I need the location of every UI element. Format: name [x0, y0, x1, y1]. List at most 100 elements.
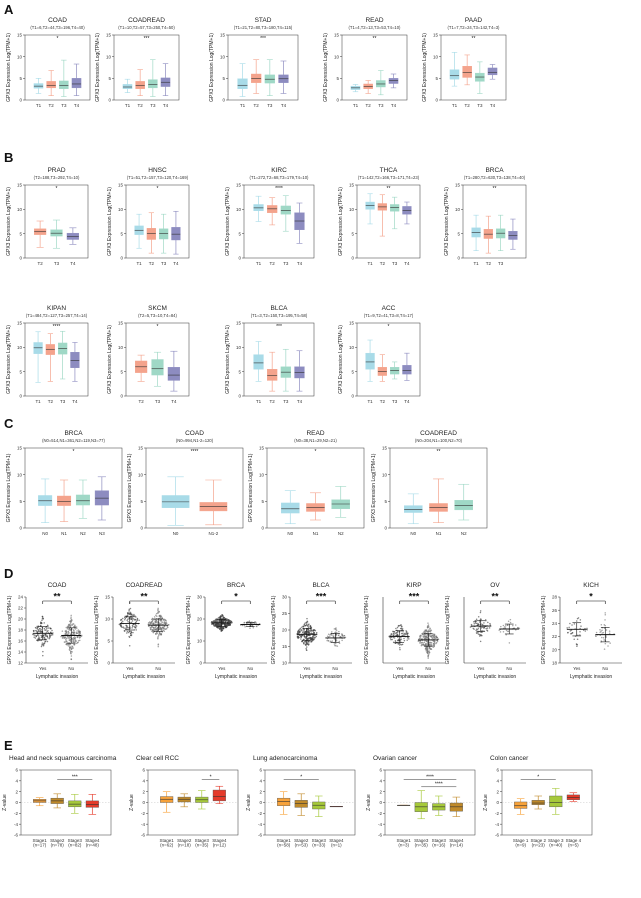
data-point [123, 627, 125, 629]
x-axis-label: Lymphatic invasion [474, 674, 517, 680]
chart-subtitle: (T1=4,T2=13,T3=53,T4=10) [349, 25, 402, 30]
data-point [430, 629, 433, 632]
sig-label: *** [260, 36, 266, 42]
data-point [126, 612, 129, 614]
data-point [228, 624, 231, 626]
data-point [46, 635, 48, 637]
x-tick-label: N1-2 [209, 531, 219, 536]
data-point [217, 627, 220, 629]
data-point [160, 622, 162, 624]
data-point [121, 620, 124, 622]
plot-frame [24, 184, 89, 259]
box-n1 [306, 492, 325, 521]
data-point [77, 629, 80, 631]
data-point [245, 622, 248, 625]
data-point [477, 615, 480, 618]
x-tick-label: T2 [465, 103, 471, 108]
data-point [39, 624, 42, 627]
box-t1 [122, 78, 133, 93]
data-point [427, 625, 429, 628]
x-tick-label: T1 [136, 261, 142, 266]
data-point [329, 640, 332, 642]
y-tick-label: 15 [433, 33, 439, 38]
x-tick-label: No [155, 666, 161, 671]
data-point [69, 635, 71, 638]
data-point [243, 622, 245, 624]
data-point [50, 628, 52, 630]
data-point [392, 632, 395, 635]
y-tick-label: 0 [351, 256, 354, 261]
data-point [305, 649, 308, 651]
data-point [512, 624, 514, 627]
data-point [334, 644, 336, 647]
data-point [158, 625, 160, 627]
data-point [67, 636, 69, 639]
data-point [127, 631, 130, 634]
data-point [71, 619, 73, 621]
y-axis-label: GPX3 Expression Log(TPM+1) [94, 595, 100, 664]
data-point [126, 615, 128, 617]
plot-frame [24, 447, 123, 529]
y-tick-label: 2 [259, 789, 262, 794]
x-tick-label: T1 [473, 261, 479, 266]
box-t3 [59, 59, 69, 97]
data-point [157, 644, 159, 646]
data-point [69, 625, 72, 628]
y-tick-label: 15 [382, 446, 388, 451]
plot-frame [243, 322, 315, 397]
sig-label: ** [53, 592, 61, 602]
data-point [337, 634, 340, 636]
data-point [126, 619, 128, 621]
data-point [303, 628, 306, 631]
data-point [136, 619, 139, 622]
data-point [161, 621, 164, 624]
data-point [64, 633, 67, 636]
chart-title: KIRP [406, 582, 421, 589]
data-point [486, 627, 489, 629]
data-point [159, 632, 161, 635]
y-tick-label: 0 [259, 800, 262, 805]
data-point [489, 624, 492, 626]
data-point [425, 637, 427, 640]
data-point [306, 646, 308, 648]
sig-label: * [73, 449, 75, 455]
data-point [427, 646, 429, 648]
x-tick-label: No [425, 666, 431, 671]
y-tick-label: 2 [379, 789, 382, 794]
data-point [64, 636, 66, 638]
data-point [74, 638, 77, 640]
data-point [71, 651, 73, 653]
data-point [308, 630, 310, 633]
y-tick-label: 15 [17, 33, 23, 38]
x-tick-label: N2 [80, 531, 86, 536]
data-point [308, 623, 310, 625]
data-point [37, 637, 40, 640]
plot-frame [356, 322, 421, 397]
data-point [427, 656, 429, 658]
x-tick-label: T3 [150, 103, 156, 108]
data-point [475, 632, 478, 634]
data-point [304, 622, 306, 625]
data-point [163, 628, 165, 630]
y-tick-label: 0 [457, 256, 460, 261]
data-point [475, 622, 477, 624]
data-point [432, 645, 434, 647]
data-point [309, 637, 311, 639]
box-n0 [404, 493, 423, 525]
data-point [70, 655, 73, 657]
chart-a2: COADREAD(T1=10,T2=57,T3=250,T4=50) GPX3 E… [95, 17, 180, 108]
box-t2 [363, 80, 373, 94]
data-point [423, 641, 426, 644]
data-point [515, 629, 517, 631]
data-point [576, 617, 579, 620]
data-point [133, 613, 135, 616]
box-t4 [71, 63, 82, 96]
data-point [135, 620, 138, 623]
data-point [151, 621, 153, 623]
y-axis-label: GPX3 Expression Log(TPM+1) [225, 325, 231, 394]
data-point [408, 638, 410, 640]
data-point [154, 628, 156, 630]
data-point [37, 628, 40, 631]
data-point [45, 634, 48, 636]
box-t2 [146, 212, 156, 254]
